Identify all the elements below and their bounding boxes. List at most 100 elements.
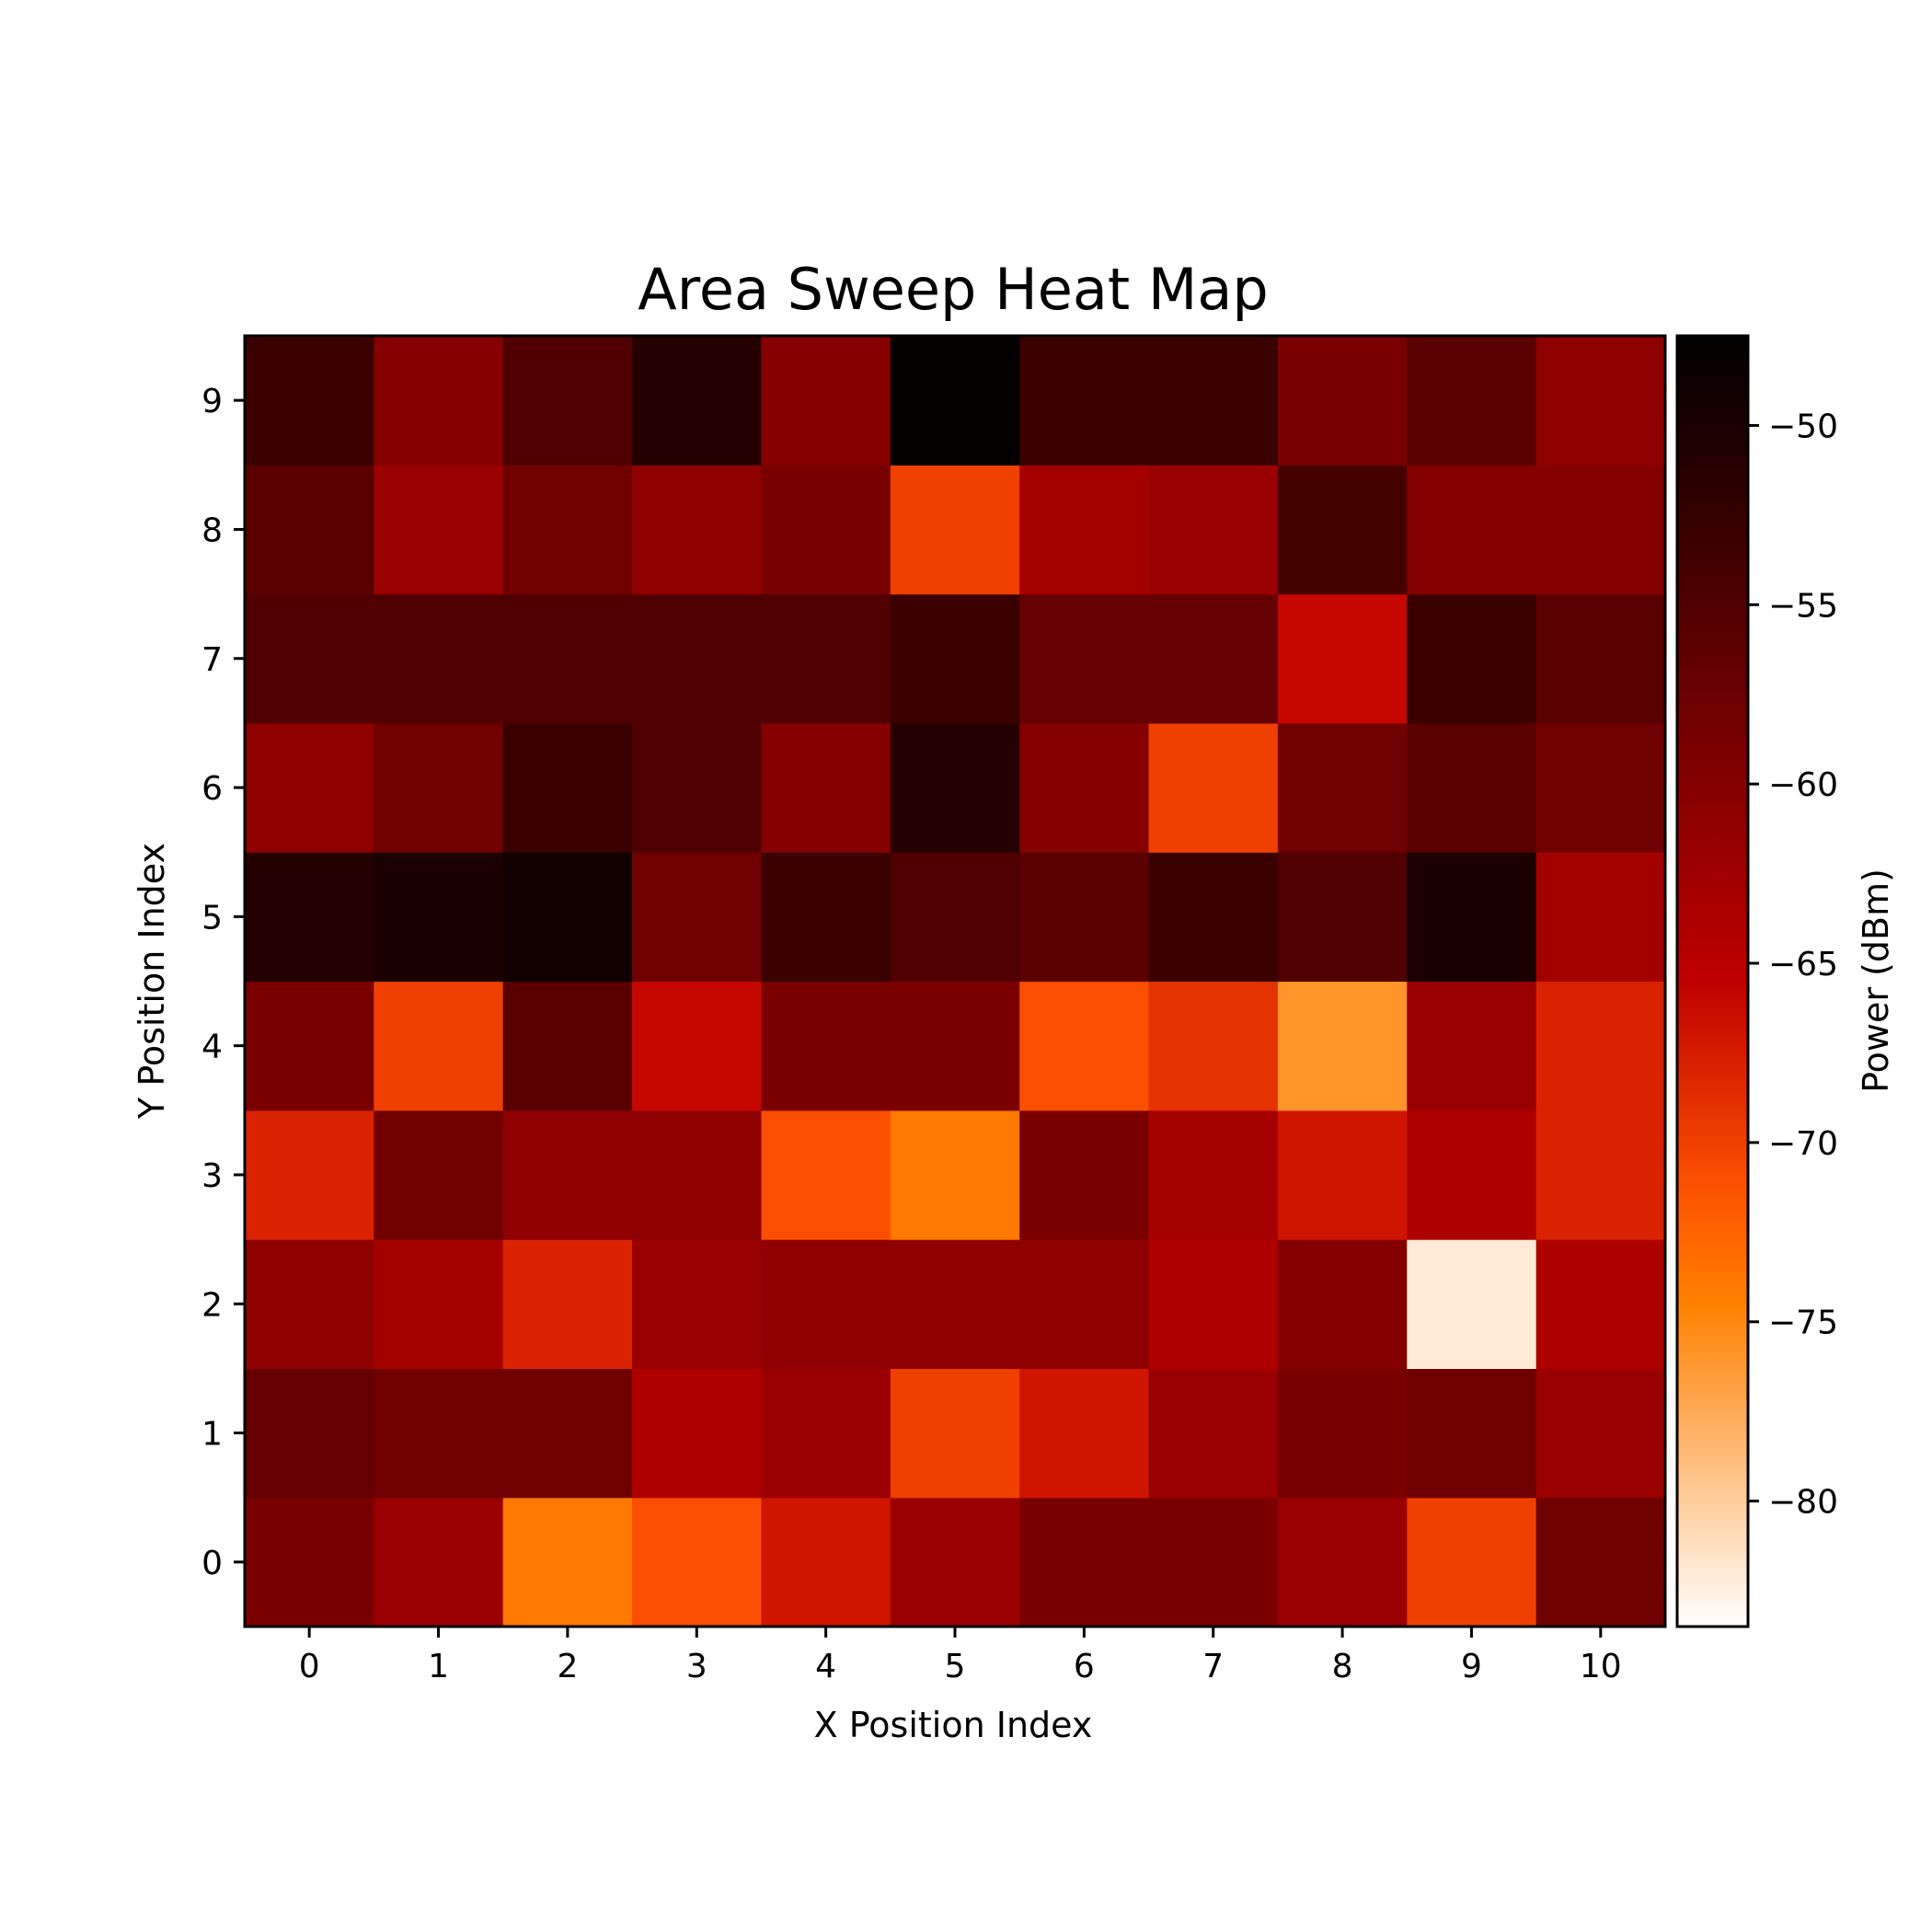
- heatmap-cell: [1019, 1497, 1150, 1627]
- heatmap-cell: [374, 1497, 504, 1627]
- heatmap-cell: [1148, 981, 1279, 1111]
- heatmap-cell: [1407, 593, 1537, 724]
- y-tick-label: 7: [201, 641, 223, 679]
- heatmap-cell: [890, 852, 1020, 983]
- heatmap-cell: [632, 465, 763, 595]
- heatmap-cell: [374, 981, 504, 1111]
- y-tick-label: 4: [201, 1029, 223, 1066]
- heatmap-cell: [1535, 981, 1666, 1111]
- heatmap-cell: [632, 1497, 763, 1627]
- heatmap-cell: [890, 1368, 1020, 1499]
- heatmap-cell: [245, 981, 374, 1111]
- heatmap-cell: [761, 1368, 891, 1499]
- heatmap-cell: [1148, 852, 1279, 983]
- heatmap-cells: [245, 336, 1666, 1627]
- heatmap-cell: [245, 1110, 374, 1240]
- heatmap-cell: [1277, 852, 1408, 983]
- heatmap-cell: [890, 1110, 1020, 1240]
- colorbar-tick-label: −80: [1768, 1484, 1838, 1522]
- x-tick-label: 6: [1074, 1648, 1095, 1685]
- heatmap-cell: [374, 1110, 504, 1240]
- x-tick-label: 10: [1580, 1648, 1622, 1685]
- y-tick-label: 6: [201, 770, 223, 808]
- heatmap-cell: [1535, 1110, 1666, 1240]
- heatmap-cell: [761, 722, 891, 853]
- heatmap-cell: [632, 981, 763, 1111]
- heatmap-cell: [761, 593, 891, 724]
- heatmap-cell: [502, 1368, 633, 1499]
- heatmap-cell: [1277, 981, 1408, 1111]
- heatmap-cell: [502, 981, 633, 1111]
- heatmap-cell: [632, 1110, 763, 1240]
- heatmap-cell: [374, 593, 504, 724]
- heatmap-cell: [1148, 1239, 1279, 1369]
- heatmap-cell: [1019, 981, 1150, 1111]
- heatmap-cell: [374, 722, 504, 853]
- heatmap-cell: [890, 593, 1020, 724]
- heatmap-cell: [1277, 722, 1408, 853]
- heatmap-cell: [374, 336, 504, 466]
- y-tick-label: 2: [201, 1286, 223, 1324]
- heatmap-cell: [502, 336, 633, 466]
- heatmap-cell: [1535, 593, 1666, 724]
- x-tick-label: 3: [686, 1648, 707, 1685]
- heatmap-cell: [374, 1368, 504, 1499]
- heatmap-cell: [761, 852, 891, 983]
- y-tick-label: 5: [201, 899, 223, 937]
- heatmap-cell: [502, 722, 633, 853]
- heatmap-cell: [1277, 465, 1408, 595]
- heatmap-cell: [245, 336, 374, 466]
- heatmap-cell: [1019, 852, 1150, 983]
- heatmap-cell: [1407, 336, 1537, 466]
- y-tick-label: 9: [201, 383, 223, 420]
- colorbar-frame: [1675, 334, 1750, 1628]
- colorbar-tick-label: −55: [1768, 587, 1838, 625]
- heatmap-cell: [890, 1497, 1020, 1627]
- heatmap-cell: [245, 1368, 374, 1499]
- heatmap-cell: [1277, 593, 1408, 724]
- heatmap-cell: [1277, 1239, 1408, 1369]
- colorbar-tick-label: −70: [1768, 1125, 1838, 1163]
- x-tick-label: 4: [815, 1648, 836, 1685]
- y-axis-label: Y Position Index: [132, 843, 172, 1120]
- heatmap-cell: [502, 465, 633, 595]
- x-tick-label: 0: [299, 1648, 320, 1685]
- colorbar-ticks: −50 −55 −60 −65 −70 −75 −80: [1748, 408, 1838, 1522]
- heatmap-cell: [632, 722, 763, 853]
- x-tick-label: 1: [428, 1648, 449, 1685]
- heatmap-cell: [245, 852, 374, 983]
- heatmap-cell: [632, 593, 763, 724]
- heatmap-cell: [1019, 722, 1150, 853]
- heatmap-cell: [1019, 1368, 1150, 1499]
- heatmap-cell: [890, 981, 1020, 1111]
- heatmap-cell: [1407, 465, 1537, 595]
- heatmap-cell: [1535, 1368, 1666, 1499]
- heatmap-cell: [1277, 1497, 1408, 1627]
- colorbar-tick-label: −75: [1768, 1305, 1838, 1342]
- heatmap-cell: [1148, 593, 1279, 724]
- heatmap-cell: [761, 336, 891, 466]
- heatmap-cell: [374, 1239, 504, 1369]
- heatmap-cell: [1535, 465, 1666, 595]
- heatmap-cell: [1019, 465, 1150, 595]
- colorbar: [1677, 336, 1748, 1627]
- heatmap-cell: [1148, 336, 1279, 466]
- colorbar-tick-label: −50: [1768, 408, 1838, 445]
- heatmap-cell: [1407, 722, 1537, 853]
- heatmap-cell: [890, 722, 1020, 853]
- heatmap-cell: [1407, 852, 1537, 983]
- heatmap-cell: [632, 852, 763, 983]
- heatmap-cell: [1148, 722, 1279, 853]
- heatmap-cell: [1277, 1110, 1408, 1240]
- heatmap-cell: [245, 1239, 374, 1369]
- heatmap-cell: [1535, 1497, 1666, 1627]
- heatmap-cell: [1019, 336, 1150, 466]
- y-tick-label: 0: [201, 1545, 223, 1582]
- x-tick-label: 8: [1332, 1648, 1353, 1685]
- heatmap-cell: [245, 593, 374, 724]
- y-tick-label: 3: [201, 1157, 223, 1195]
- heatmap-cell: [1019, 593, 1150, 724]
- colorbar-tick-label: −60: [1768, 766, 1838, 804]
- y-axis: 0 1 2 3 4 5 6 7 8 9: [201, 383, 245, 1582]
- heatmap-cell: [1535, 722, 1666, 853]
